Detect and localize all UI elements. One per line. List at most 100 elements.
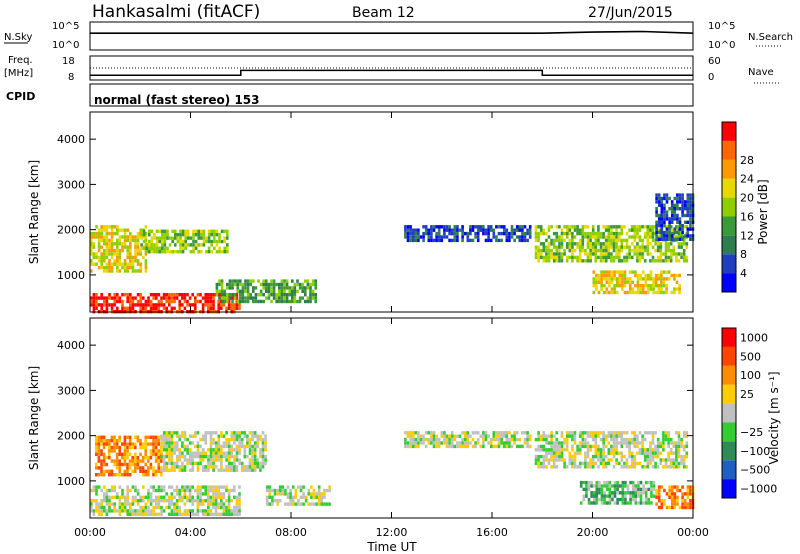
heatmap-cell-band-5: [591, 235, 595, 239]
heatmap-cell-band-1: [147, 466, 150, 470]
heatmap-cell-band-2: [207, 233, 211, 237]
heatmap-cell-band-6: [631, 497, 635, 502]
heatmap-cell-band-1: [97, 231, 101, 236]
heatmap-cell-band-3: [259, 299, 263, 304]
heatmap-cell-band-6: [634, 273, 637, 278]
heatmap-cell-band-1: [113, 445, 116, 450]
heatmap-cell-band-5: [628, 252, 631, 256]
heatmap-cell-band-5: [610, 437, 613, 442]
heatmap-cell-band-5: [646, 245, 650, 249]
heatmap-cell-band-3: [265, 286, 268, 290]
heatmap-cell-band-0: [233, 505, 236, 510]
heatmap-cell-band-2: [214, 458, 218, 462]
heatmap-cell-band-6: [595, 501, 599, 505]
heatmap-cell-band-1: [116, 248, 119, 253]
heatmap-cell-band-2: [196, 465, 200, 469]
heatmap-cell-band-5: [604, 235, 608, 239]
heatmap-cell-band-1: [115, 473, 119, 477]
heatmap-cell-band-0: [131, 509, 135, 513]
heatmap-cell-band-2: [223, 239, 226, 244]
heatmap-cell-band-6: [605, 270, 609, 274]
heatmap-cell-band-6: [636, 273, 640, 278]
heatmap-cell-band-5: [630, 225, 634, 229]
heatmap-cell-band-5: [545, 252, 548, 256]
heatmap-cell-band-2: [166, 246, 169, 250]
x-axis-label: Time UT: [366, 540, 417, 554]
heatmap-cell-band-6: [600, 491, 604, 495]
heatmap-cell-band-7: [673, 196, 677, 201]
heatmap-cell-band-1: [97, 449, 101, 453]
heatmap-cell-band-5: [677, 454, 681, 459]
heatmap-cell-band-3: [302, 495, 305, 499]
heatmap-cell-band-2: [227, 451, 231, 455]
heatmap-cell-band-7: [655, 200, 658, 204]
heatmap-cell-band-3: [284, 502, 287, 506]
heatmap-cell-band-7: [683, 207, 687, 211]
heatmap-cell-band-3: [293, 293, 297, 297]
heatmap-cell-band-5: [612, 451, 616, 455]
heatmap-cell-band-5: [654, 451, 657, 455]
heatmap-cell-band-5: [656, 451, 660, 455]
heatmap-cell-band-3: [267, 293, 271, 297]
heatmap-cell-band-5: [677, 441, 681, 445]
heatmap-cell-band-3: [275, 299, 278, 304]
heatmap-cell-band-3: [280, 296, 284, 300]
heatmap-cell-band-5: [664, 465, 668, 469]
heatmap-cell-band-2: [188, 448, 192, 452]
heatmap-cell-band-5: [552, 255, 556, 260]
heatmap-cell-band-1: [126, 435, 129, 439]
heatmap-cell-band-0: [134, 303, 137, 307]
heatmap-cell-band-0: [142, 512, 145, 516]
heatmap-cell-band-6: [634, 487, 638, 492]
heatmap-cell-band-6: [585, 487, 588, 492]
heatmap-cell-band-4: [466, 437, 470, 442]
heatmap-cell-band-0: [220, 303, 223, 307]
heatmap-cell-band-2: [168, 243, 172, 247]
heatmap-cell-band-5: [589, 231, 592, 236]
heatmap-cell-band-5: [651, 231, 655, 236]
heatmap-cell-band-0: [168, 499, 171, 503]
colorbar-segment: [722, 254, 736, 274]
y-tick-label: 4000: [57, 339, 85, 352]
heatmap-cell-band-3: [272, 296, 276, 300]
heatmap-cell-band-5: [565, 225, 569, 229]
heatmap-cell-band-0: [113, 299, 116, 304]
heatmap-cell-band-5: [677, 434, 681, 438]
heatmap-cell-band-6: [650, 494, 653, 498]
heatmap-cell-band-1: [108, 265, 111, 270]
heatmap-cell-band-5: [563, 461, 566, 466]
heatmap-cell-band-1: [149, 435, 153, 439]
heatmap-cell-band-0: [123, 505, 127, 510]
heatmap-cell-band-2: [181, 239, 185, 244]
heatmap-cell-band-0: [175, 499, 179, 503]
heatmap-cell-band-6: [639, 287, 642, 291]
heatmap-cell-band-5: [547, 245, 551, 249]
heatmap-cell-band-4: [411, 235, 415, 239]
heatmap-cell-band-4: [510, 434, 514, 438]
heatmap-cell-band-0: [212, 499, 215, 503]
heatmap-cell-band-6: [610, 277, 614, 281]
heatmap-cell-band-5: [677, 448, 681, 452]
heatmap-cell-band-0: [220, 505, 223, 510]
heatmap-cell-band-0: [92, 488, 96, 493]
heatmap-cell-band-2: [179, 239, 182, 244]
heatmap-cell-band-2: [168, 454, 171, 459]
heatmap-cell-band-0: [116, 509, 119, 513]
heatmap-cell-band-6: [660, 273, 663, 278]
heatmap-cell-band-5: [669, 259, 673, 263]
heatmap-cell-band-5: [558, 238, 561, 243]
heatmap-cell-band-2: [160, 451, 163, 455]
heatmap-cell-band-3: [244, 279, 247, 283]
heatmap-cell-band-2: [220, 451, 223, 455]
heatmap-cell-band-4: [430, 434, 433, 438]
heatmap-cell-band-0: [230, 306, 233, 310]
heatmap-cell-band-5: [539, 252, 543, 256]
heatmap-cell-band-5: [664, 242, 668, 246]
heatmap-cell-band-7: [681, 200, 684, 204]
heatmap-cell-band-1: [116, 255, 119, 260]
heatmap-cell-band-0: [227, 512, 231, 516]
heatmap-cell-band-1: [115, 442, 119, 446]
heatmap-cell-band-1: [100, 469, 103, 473]
heatmap-cell-band-5: [539, 437, 543, 442]
heatmap-cell-band-5: [654, 259, 657, 263]
